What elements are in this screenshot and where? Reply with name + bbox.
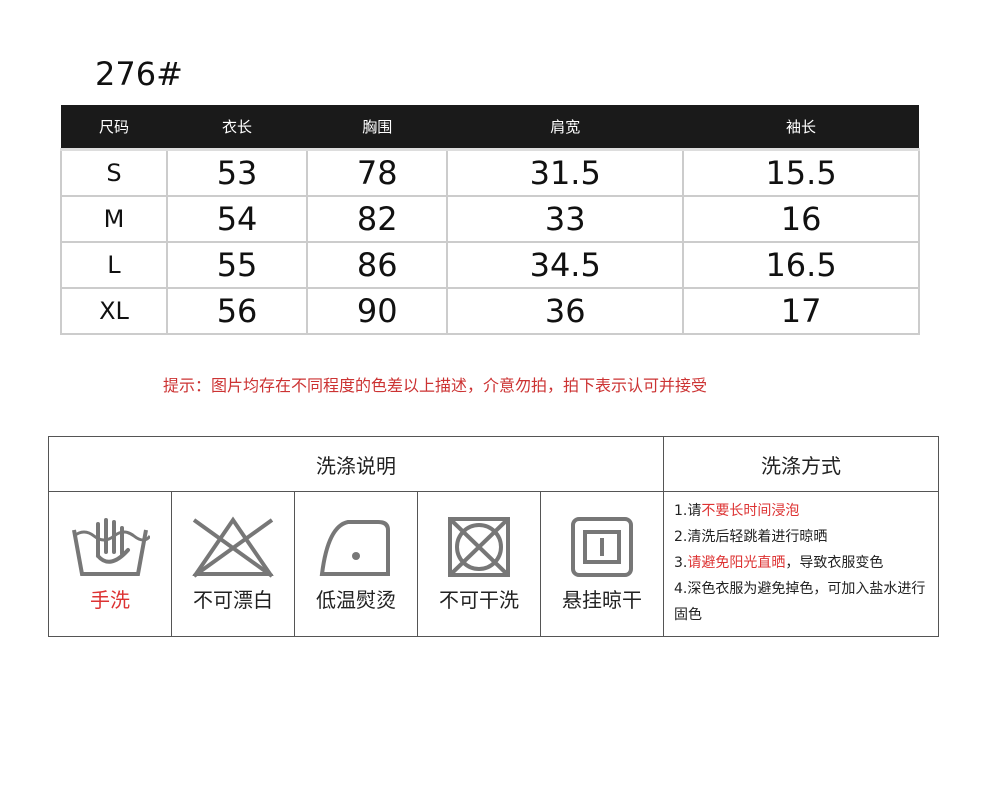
tip-text: 2.清洗后轻跳着进行晾晒 [674, 529, 828, 545]
care-no-dry-clean: 不可干洗 [417, 491, 541, 637]
no-dry-clean-icon [448, 517, 510, 577]
size-cell: 55 [165, 241, 309, 289]
icon-label: 悬挂晾干 [562, 588, 642, 612]
color-difference-note: 提示：图片均存在不同程度的色差以上描述，介意勿拍，拍下表示认可并接受 [163, 376, 708, 395]
size-cell: M [60, 195, 168, 243]
size-cell: 54 [165, 195, 309, 243]
size-cell: 16.5 [682, 241, 920, 289]
header-cell: 尺码 [61, 105, 167, 151]
care-hang-dry: 悬挂晾干 [540, 491, 664, 637]
size-cell: 15.5 [682, 148, 920, 197]
header-cell: 肩宽 [447, 105, 684, 151]
header-cell: 胸围 [307, 105, 448, 151]
no-bleach-icon [192, 516, 274, 578]
low-iron-icon [319, 520, 390, 576]
icon-label: 不可干洗 [439, 588, 519, 612]
tip-4: 4.深色衣服为避免掉色，可加入盐水进行固色 [674, 576, 928, 628]
wash-method-header: 洗涤方式 [663, 436, 939, 492]
header-cell: 衣长 [166, 105, 308, 151]
hand-wash-icon [72, 518, 150, 576]
tip-highlight: 请避免阳光直晒 [687, 555, 786, 571]
size-row: S 53 78 31.5 15.5 [60, 148, 920, 197]
hang-dry-icon [571, 517, 633, 577]
care-no-bleach: 不可漂白 [171, 491, 295, 637]
size-cell: 33 [446, 195, 685, 243]
tip-highlight: 不要长时间浸泡 [701, 503, 800, 519]
size-row: XL 56 90 36 17 [60, 287, 920, 335]
size-row: M 54 82 33 16 [60, 195, 920, 243]
size-cell: 17 [682, 287, 920, 335]
tip-3: 3.请避免阳光直晒，导致衣服变色 [674, 550, 928, 576]
size-cell: 16 [682, 195, 920, 243]
size-cell: 86 [306, 241, 449, 289]
size-cell: XL [60, 287, 168, 335]
care-hand-wash: 手洗 [48, 491, 172, 637]
tip-text: ，导致衣服变色 [785, 555, 884, 571]
size-row: L 55 86 34.5 16.5 [60, 241, 920, 289]
care-instructions-header: 洗涤说明 [48, 436, 664, 492]
size-cell: L [60, 241, 168, 289]
size-cell: S [60, 148, 168, 197]
size-cell: 90 [306, 287, 449, 335]
size-cell: 56 [165, 287, 309, 335]
size-cell: 31.5 [446, 148, 685, 197]
size-table-header: 尺码 衣长 胸围 肩宽 袖长 [61, 105, 919, 151]
size-cell: 53 [165, 148, 309, 197]
icon-label: 手洗 [90, 588, 130, 612]
wash-tips: 1.请不要长时间浸泡 2.清洗后轻跳着进行晾晒 3.请避免阳光直晒，导致衣服变色… [663, 491, 939, 637]
size-cell: 82 [306, 195, 449, 243]
tip-1: 1.请不要长时间浸泡 [674, 498, 928, 524]
tip-text: 3. [674, 555, 688, 571]
icon-label: 不可漂白 [193, 588, 273, 612]
size-cell: 78 [306, 148, 449, 197]
care-low-iron: 低温熨烫 [294, 491, 418, 637]
product-code: 276# [95, 55, 183, 93]
size-cell: 34.5 [446, 241, 685, 289]
icon-label: 低温熨烫 [316, 588, 396, 612]
header-cell: 袖长 [683, 105, 919, 151]
care-table: 洗涤说明 洗涤方式 手洗 不可漂白 低温熨烫 不可干洗 悬挂晾干 1.请不要长时… [48, 436, 939, 637]
tip-text: 1.请 [674, 503, 702, 519]
size-cell: 36 [446, 287, 685, 335]
size-table: 尺码 衣长 胸围 肩宽 袖长 S 53 78 31.5 15.5 M 54 82 33 16 L 55… [60, 105, 920, 335]
tip-2: 2.清洗后轻跳着进行晾晒 [674, 524, 928, 550]
tip-text: 4.深色衣服为避免掉色，可加入盐水进行固色 [674, 581, 926, 623]
